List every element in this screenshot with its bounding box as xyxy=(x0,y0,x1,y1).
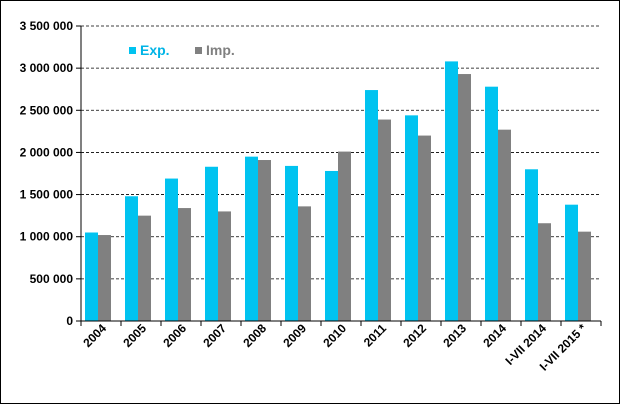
bar-exp xyxy=(445,61,458,322)
legend-label-imp: Imp. xyxy=(206,42,235,58)
y-tick-label: 3 000 000 xyxy=(20,61,74,75)
bar-exp xyxy=(365,90,378,321)
legend-item-exp: Exp. xyxy=(129,41,170,59)
bar-exp xyxy=(125,196,138,321)
bar-exp xyxy=(245,156,258,321)
bar-exp xyxy=(485,86,498,321)
bar-imp xyxy=(378,119,391,321)
bar-exp xyxy=(565,204,578,321)
bar-imp xyxy=(218,211,231,321)
bar-imp xyxy=(98,235,111,321)
bar-imp xyxy=(498,129,511,321)
y-tick-label: 3 500 000 xyxy=(20,19,74,33)
x-tick-label: 2008 xyxy=(240,321,269,350)
y-tick-label: 500 000 xyxy=(30,272,74,286)
bar-exp xyxy=(405,115,418,321)
bar-imp xyxy=(178,208,191,321)
x-tick-label: 2006 xyxy=(160,321,189,350)
y-tick-label: 0 xyxy=(66,314,73,328)
x-tick-label: 2009 xyxy=(280,321,309,350)
bar-exp xyxy=(165,178,178,321)
legend-item-imp: Imp. xyxy=(195,41,235,59)
bar-exp xyxy=(285,165,298,321)
bar-exp xyxy=(85,232,98,321)
y-tick-label: 2 500 000 xyxy=(20,103,74,117)
bar-imp xyxy=(258,160,271,321)
y-tick-label: 1 500 000 xyxy=(20,188,74,202)
x-tick-label: 2010 xyxy=(320,321,349,350)
bar-imp xyxy=(578,231,591,321)
legend-swatch-exp xyxy=(129,46,136,54)
bar-exp xyxy=(525,169,538,321)
y-tick-label: 2 000 000 xyxy=(20,145,74,159)
bar-exp xyxy=(205,166,218,321)
bar-imp xyxy=(538,223,551,321)
legend-swatch-imp xyxy=(195,46,202,54)
bar-exp xyxy=(325,170,338,321)
y-tick-label: 1 000 000 xyxy=(20,230,74,244)
x-tick-label: 2014 xyxy=(480,321,509,350)
bar-imp xyxy=(138,215,151,321)
x-tick-label: 2012 xyxy=(400,321,429,350)
x-tick-label: 2005 xyxy=(120,321,149,350)
x-tick-label: 2013 xyxy=(440,321,469,350)
bar-imp xyxy=(298,206,311,321)
x-tick-label: 2011 xyxy=(361,321,390,350)
bar-imp xyxy=(458,74,471,322)
x-tick-label: 2007 xyxy=(200,321,229,350)
bar-imp xyxy=(338,151,351,321)
legend-label-exp: Exp. xyxy=(140,42,170,58)
x-tick-label: 2004 xyxy=(80,321,109,350)
bar-imp xyxy=(418,135,431,321)
